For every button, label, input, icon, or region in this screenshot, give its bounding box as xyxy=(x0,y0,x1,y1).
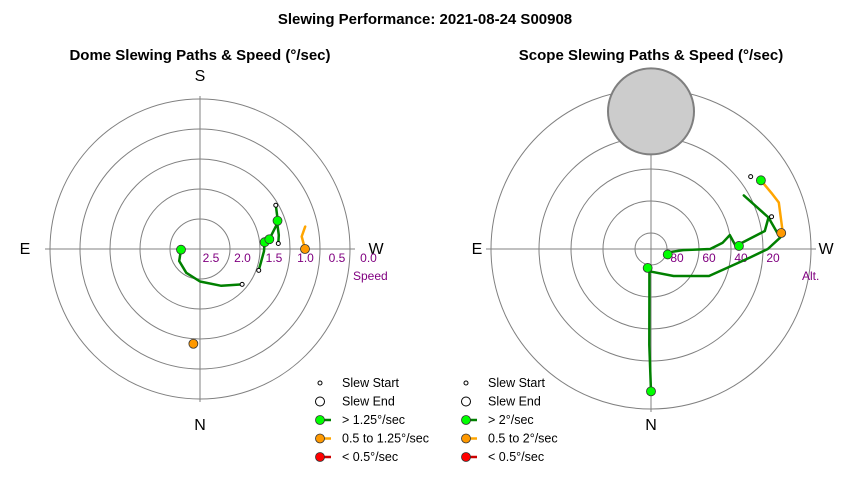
radial-tick-label: 0.5 xyxy=(329,251,346,265)
scope-panel: Scope Slewing Paths & Speed (°/sec) S W … xyxy=(461,47,834,464)
legend-label: > 2°/sec xyxy=(488,413,534,427)
slew-end-marker xyxy=(776,228,787,238)
legend-marker-symbol xyxy=(461,415,471,425)
dome-compass-e: E xyxy=(20,241,31,258)
dome-legend: Slew Start Slew End > 1.25°/sec 0.5 to 1.25… xyxy=(315,376,429,464)
legend-label: Slew Start xyxy=(488,376,545,390)
legend-marker-symbol xyxy=(315,415,325,425)
legend-marker-symbol xyxy=(461,452,471,462)
slew-end-marker xyxy=(642,263,653,273)
slew-path xyxy=(177,248,244,288)
scope-compass-n: N xyxy=(645,417,657,434)
legend-marker-symbol xyxy=(315,433,325,444)
slew-end-marker xyxy=(264,234,275,245)
slew-start-marker xyxy=(273,202,279,208)
slew-start-marker xyxy=(275,241,281,247)
scope-legend: Slew Start Slew End > 2°/sec 0.5 to 2°/sec <… xyxy=(461,376,558,464)
dome-compass-s: S xyxy=(195,68,206,85)
slew-start-marker xyxy=(748,174,754,180)
dome-radial-axis-label: Speed xyxy=(353,269,388,283)
radial-tick-label: 2.5 xyxy=(203,251,220,265)
radial-tick-label: 2.0 xyxy=(234,251,251,265)
slew-end-marker xyxy=(646,386,656,397)
dome-compass-n: N xyxy=(194,417,206,434)
slew-end-marker xyxy=(272,215,283,226)
scope-exclusion-zone xyxy=(607,67,695,156)
radial-tick-label: 0.0 xyxy=(360,251,377,265)
dome-radial-ticks: 2.5 2.0 1.5 1.0 0.5 0.0 xyxy=(203,251,378,265)
legend-end-symbol xyxy=(461,396,471,407)
radial-tick-label: 1.5 xyxy=(266,251,283,265)
slew-end-marker xyxy=(300,244,310,254)
figure-title: Slewing Performance: 2021-08-24 S00908 xyxy=(278,11,572,28)
legend-start-symbol xyxy=(317,380,323,386)
legend-label: Slew Start xyxy=(342,376,399,390)
dome-panel: Dome Slewing Paths & Speed (°/sec) S W N… xyxy=(20,47,429,464)
slew-end-marker xyxy=(176,244,186,255)
slew-path xyxy=(646,266,653,393)
slew-start-marker xyxy=(239,281,245,287)
scope-compass-w: W xyxy=(818,241,834,258)
legend-label: > 1.25°/sec xyxy=(342,413,405,427)
slew-start-marker xyxy=(769,214,775,220)
dome-compass-w: W xyxy=(368,241,384,258)
legend-label: 0.5 to 1.25°/sec xyxy=(342,432,429,446)
slew-end-marker xyxy=(188,338,199,349)
slew-start-marker xyxy=(256,267,262,273)
legend-start-symbol xyxy=(463,380,469,386)
legend-end-symbol xyxy=(315,396,325,407)
scope-compass-e: E xyxy=(472,241,483,258)
legend-label: Slew End xyxy=(488,395,541,409)
exclusion-zone-circle xyxy=(607,67,695,156)
slew-end-marker xyxy=(734,241,744,251)
radial-tick-label: 20 xyxy=(766,251,780,265)
legend-label: < 0.5°/sec xyxy=(342,450,398,464)
radial-tick-label: 60 xyxy=(702,251,716,265)
scope-panel-title: Scope Slewing Paths & Speed (°/sec) xyxy=(519,47,783,64)
legend-marker-symbol xyxy=(461,433,471,444)
dome-panel-title: Dome Slewing Paths & Speed (°/sec) xyxy=(69,47,330,64)
scope-altitude-ticks: 80 60 40 20 xyxy=(670,251,780,265)
legend-label: 0.5 to 2°/sec xyxy=(488,432,558,446)
slew-end-marker xyxy=(756,175,766,186)
radial-tick-label: 40 xyxy=(734,251,748,265)
legend-label: < 0.5°/sec xyxy=(488,450,544,464)
dome-slew-paths xyxy=(176,202,310,349)
radial-tick-label: 1.0 xyxy=(297,251,314,265)
slew-path xyxy=(666,216,770,256)
slew-path xyxy=(648,194,782,278)
radial-tick-label: 80 xyxy=(670,251,684,265)
legend-marker-symbol xyxy=(315,452,325,462)
slew-path xyxy=(759,179,784,232)
slew-end-marker xyxy=(662,249,673,260)
legend-label: Slew End xyxy=(342,395,395,409)
scope-radial-axis-label: Alt. xyxy=(802,269,819,283)
scope-slew-paths xyxy=(642,174,787,397)
